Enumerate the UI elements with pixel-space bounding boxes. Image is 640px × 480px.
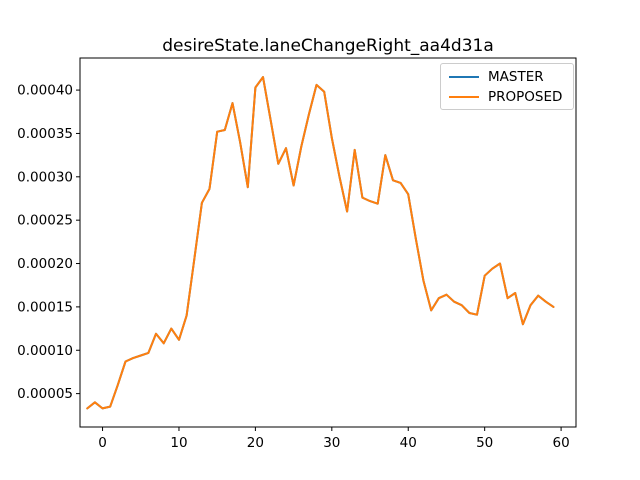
y-tick-label: 0.00020: [17, 256, 73, 272]
y-tick-label: 0.00035: [17, 126, 73, 142]
x-tick-label: 10: [170, 435, 187, 451]
y-tick-label: 0.00005: [17, 386, 73, 402]
legend-box: MASTER PROPOSED: [440, 63, 574, 110]
x-tick-label: 60: [553, 435, 570, 451]
axes-spines: [79, 57, 577, 428]
x-tick-label: 30: [323, 435, 340, 451]
y-tick-label: 0.00015: [17, 299, 73, 315]
y-tick-label: 0.00010: [17, 343, 73, 359]
x-tick-label: 0: [98, 435, 107, 451]
chart-title: desireState.laneChangeRight_aa4d31a: [162, 36, 494, 56]
series-line-proposed: [86, 76, 555, 410]
series-line-master: [86, 76, 555, 410]
master-line-swatch: [449, 76, 479, 78]
x-tick-label: 50: [476, 435, 493, 451]
legend-label-proposed: PROPOSED: [488, 89, 563, 105]
y-tick-label: 0.00040: [17, 83, 73, 99]
legend-item-proposed: PROPOSED: [449, 87, 573, 107]
y-tick-label: 0.00030: [17, 169, 73, 185]
x-tick-label: 20: [247, 435, 264, 451]
x-tick-label: 40: [400, 435, 417, 451]
legend-item-master: MASTER: [449, 67, 573, 87]
y-tick-label: 0.00025: [17, 213, 73, 229]
legend-label-master: MASTER: [488, 69, 544, 85]
proposed-line-swatch: [449, 96, 479, 98]
